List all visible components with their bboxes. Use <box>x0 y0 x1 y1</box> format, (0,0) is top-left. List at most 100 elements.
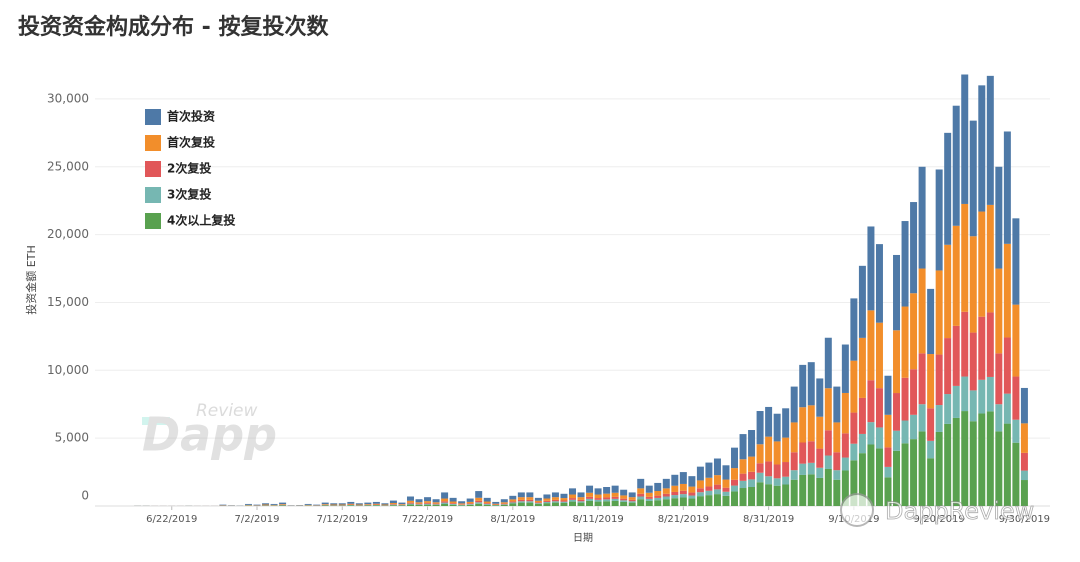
bar-segment <box>551 497 559 500</box>
bar-segment <box>1020 452 1028 471</box>
bar-segment <box>731 479 739 486</box>
bar-segment <box>910 414 918 440</box>
bar-segment <box>628 502 636 506</box>
bar-segment <box>534 502 542 504</box>
bar-segment <box>782 484 790 506</box>
bar-segment <box>799 364 807 408</box>
bar-segment <box>782 408 790 438</box>
bar-segment <box>654 482 662 492</box>
bar-segment <box>432 502 440 504</box>
bar-segment <box>807 362 815 406</box>
bar-segment <box>347 503 355 505</box>
bar-segment <box>1012 419 1020 443</box>
bar-segment <box>526 502 534 506</box>
legend-label: 首次投资 <box>167 109 215 124</box>
bar-segment <box>739 480 747 489</box>
bar-segment <box>986 411 994 506</box>
bar-segment <box>696 466 704 481</box>
bar-segment <box>901 221 909 307</box>
bar-segment <box>952 105 960 226</box>
bar-segment <box>671 498 679 506</box>
bar-segment <box>799 463 807 475</box>
watermark-text: DappReview <box>885 497 1034 525</box>
bar-segment <box>398 505 406 506</box>
bar-segment <box>833 479 841 506</box>
bar-segment <box>338 503 346 505</box>
bar-segment <box>671 495 679 499</box>
bar-segment <box>927 458 935 506</box>
bar-segment <box>833 386 841 423</box>
bar-segment <box>432 504 440 505</box>
bar-segment <box>944 394 952 424</box>
bar-segment <box>304 503 312 505</box>
bar-segment <box>705 477 713 487</box>
y-tick-label: 20,000 <box>47 227 89 241</box>
bar-segment <box>858 397 866 434</box>
bar-segment <box>731 447 739 469</box>
bar-segment <box>611 496 619 499</box>
bar-segment <box>279 502 287 505</box>
bar-segment <box>406 496 414 501</box>
bar-segment <box>961 376 969 412</box>
bar-segment <box>824 388 832 431</box>
watermark-text: Dapp <box>142 408 277 462</box>
x-tick-label: 8/21/2019 <box>658 514 709 525</box>
bar-segment <box>790 479 798 506</box>
bar-segment <box>875 322 883 389</box>
bar-segment <box>517 497 525 500</box>
bar-segment <box>927 354 935 409</box>
bar-segment <box>935 431 943 506</box>
bar-segment <box>381 503 389 505</box>
bar-segment <box>466 503 474 505</box>
bar-segment <box>637 496 645 500</box>
bar-segment <box>483 503 491 504</box>
bar-segment <box>756 411 764 445</box>
x-tick-label: 9/20/2019 <box>914 514 965 525</box>
bar-segment <box>961 311 969 377</box>
bar-segment <box>901 420 909 444</box>
bar-segment <box>526 501 534 503</box>
bar-segment <box>816 448 824 468</box>
bar-segment <box>628 497 636 500</box>
x-tick-label: 8/11/2019 <box>572 514 623 525</box>
bar-segment <box>406 502 414 504</box>
watermark-mark <box>142 417 170 425</box>
bar-segment <box>577 502 585 506</box>
bar-segment <box>893 430 901 451</box>
bar-segment <box>406 503 414 505</box>
bar-segment <box>944 132 952 245</box>
bar-segment <box>560 501 568 503</box>
bar-segment <box>773 441 781 465</box>
bar-segment <box>739 434 747 460</box>
bar-segment <box>475 497 483 501</box>
legend-swatch <box>145 109 161 125</box>
bar-segment <box>364 502 372 505</box>
bar-segment <box>628 492 636 498</box>
bar-segment <box>705 490 713 496</box>
bar-segment <box>441 503 449 506</box>
bar-segment <box>910 293 918 370</box>
bar-segment <box>406 500 414 503</box>
bar-segment <box>526 492 534 498</box>
bar-segment <box>1003 131 1011 244</box>
bar-segment <box>884 466 892 478</box>
bar-segment <box>944 423 952 506</box>
legend-label: 4次以上复投 <box>167 213 235 228</box>
bar-segment <box>372 501 380 504</box>
bar-segment <box>586 498 594 501</box>
bar-segment <box>850 460 858 506</box>
bar-segment <box>475 502 483 504</box>
bar-segment <box>978 379 986 414</box>
bar-segment <box>867 444 875 506</box>
bar-segment <box>534 497 542 501</box>
bar-segment <box>671 485 679 492</box>
bar-segment <box>483 503 491 505</box>
bar-segment <box>927 288 935 355</box>
bar-segment <box>441 501 449 503</box>
bar-segment <box>918 404 926 432</box>
bar-segment <box>944 338 952 395</box>
bar-segment <box>1012 304 1020 377</box>
bar-segment <box>347 501 355 504</box>
bar-segment <box>807 405 815 442</box>
bar-segment <box>466 498 474 502</box>
